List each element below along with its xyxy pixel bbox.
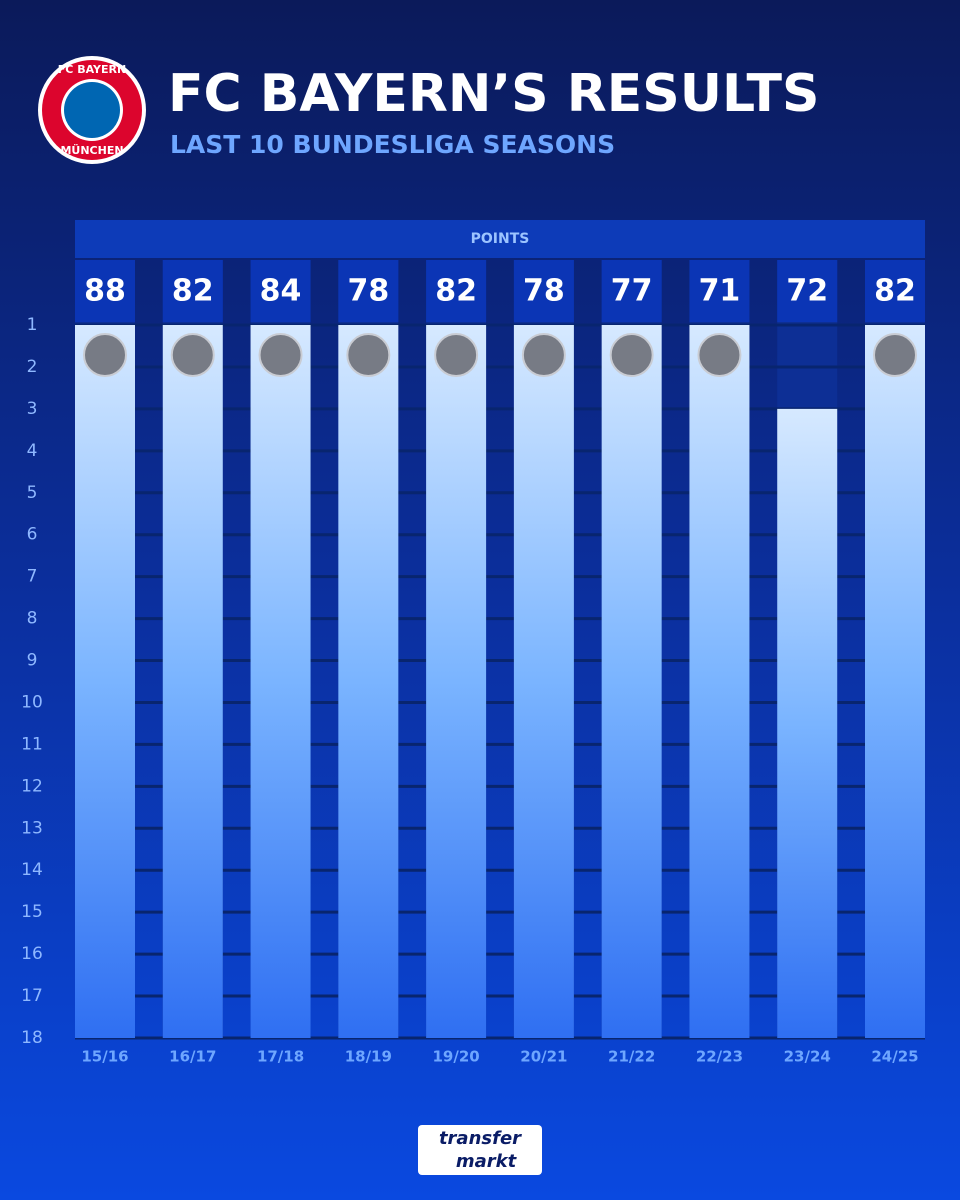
logo-bottom-text: MÜNCHEN [60, 143, 123, 157]
trophy-icon [346, 333, 391, 377]
x-tick-label: 20/21 [520, 1048, 567, 1066]
x-tick-label: 21/22 [608, 1048, 655, 1066]
plot: 1234567891011121314151617188815/168216/1… [21, 260, 925, 1066]
x-tick-label: 24/25 [871, 1048, 918, 1066]
points-label: 72 [786, 274, 828, 309]
bar [865, 325, 925, 1038]
y-tick-label: 11 [21, 734, 43, 754]
trophy-icon [434, 333, 479, 377]
points-header: POINTS [471, 231, 530, 247]
logo-top-text: FC BAYERN [58, 63, 126, 76]
y-tick-label: 8 [27, 609, 38, 629]
brand-line1: transfer [439, 1128, 522, 1149]
trophy-icon [873, 333, 917, 377]
trophy-icon [609, 333, 654, 377]
points-label: 71 [699, 274, 741, 309]
brand-box [418, 1125, 542, 1175]
bar [75, 325, 135, 1038]
chart-subtitle: LAST 10 BUNDESLIGA SEASONS [170, 130, 615, 159]
y-tick-label: 10 [21, 692, 43, 712]
y-tick-label: 6 [27, 525, 38, 545]
y-tick-label: 3 [27, 399, 38, 419]
x-tick-label: 16/17 [169, 1048, 216, 1066]
points-label: 82 [435, 274, 477, 309]
chart-title: FC BAYERN’S RESULTS [168, 64, 819, 124]
x-tick-label: 22/23 [696, 1048, 743, 1066]
x-tick-label: 17/18 [257, 1048, 304, 1066]
bar [777, 408, 838, 1039]
logo-diamonds [64, 82, 120, 138]
brand-line2: markt [456, 1151, 518, 1172]
y-tick-label: 5 [27, 483, 38, 503]
bar [689, 325, 750, 1038]
points-header-band [75, 220, 925, 258]
bar [513, 325, 574, 1038]
points-box [75, 260, 135, 322]
x-tick-label: 18/19 [345, 1048, 392, 1066]
y-tick-label: 9 [27, 651, 38, 671]
y-tick-label: 4 [27, 441, 38, 461]
points-label: 84 [260, 274, 302, 309]
points-box [426, 260, 487, 322]
points-label: 78 [523, 274, 565, 309]
points-box [601, 260, 662, 322]
points-label: 82 [874, 274, 916, 309]
points-label: 82 [172, 274, 214, 309]
points-box [865, 260, 925, 322]
trophy-icon [697, 333, 742, 377]
y-tick-label: 18 [21, 1028, 43, 1048]
bar [162, 325, 223, 1038]
y-tick-label: 12 [21, 776, 43, 796]
x-tick-label: 19/20 [432, 1048, 479, 1066]
y-tick-label: 7 [27, 567, 38, 587]
points-box [338, 260, 399, 322]
points-label: 78 [347, 274, 389, 309]
points-box [689, 260, 750, 322]
bar [250, 325, 311, 1038]
bar [601, 325, 662, 1038]
y-tick-label: 14 [21, 860, 43, 880]
points-box [513, 260, 574, 322]
bar [338, 325, 399, 1038]
brand-logo: transfer markt [418, 1125, 542, 1175]
x-tick-label: 15/16 [81, 1048, 128, 1066]
trophy-icon [521, 333, 566, 377]
points-label: 77 [611, 274, 653, 309]
trophy-icon [170, 333, 215, 377]
y-tick-label: 15 [21, 902, 43, 922]
y-tick-label: 1 [27, 315, 38, 335]
points-box [250, 260, 311, 322]
x-tick-label: 23/24 [784, 1048, 831, 1066]
bar [426, 325, 487, 1038]
trophy-icon [83, 333, 127, 377]
club-logo: FC BAYERN MÜNCHEN [38, 56, 146, 164]
points-box [777, 260, 838, 322]
y-tick-label: 13 [21, 818, 43, 838]
y-tick-label: 17 [21, 986, 43, 1006]
y-tick-label: 2 [27, 357, 38, 377]
y-tick-label: 16 [21, 944, 43, 964]
trophy-icon [258, 333, 303, 377]
points-box [162, 260, 223, 322]
points-label: 88 [84, 274, 126, 309]
